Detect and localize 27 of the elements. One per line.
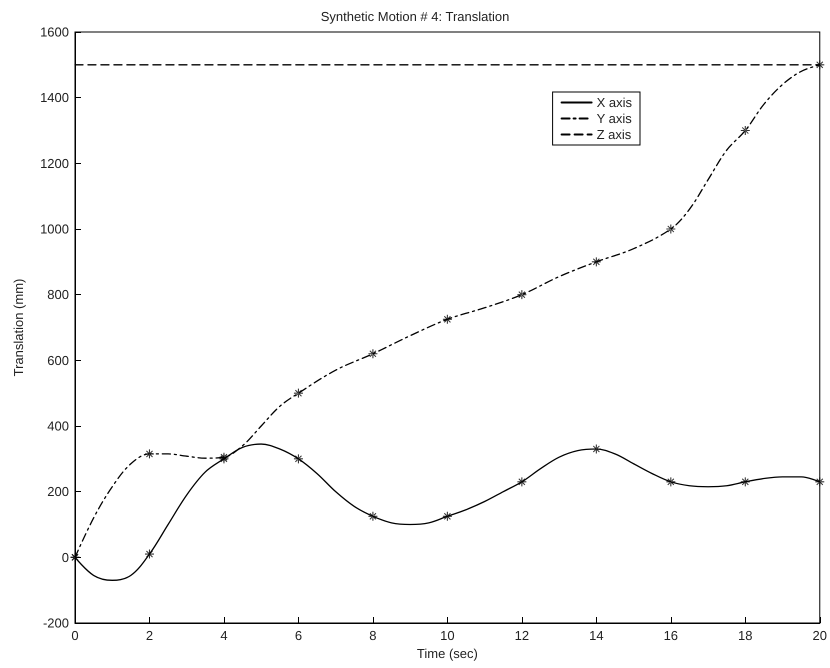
y-tick-label: -200 (42, 616, 69, 630)
y-tick-label: 200 (47, 484, 69, 500)
legend-label: X axis (596, 95, 632, 110)
legend-label: Z axis (596, 127, 632, 142)
x-tick-label: 4 (220, 628, 228, 643)
x-tick-label: 18 (738, 628, 753, 643)
x-tick-label: 8 (369, 628, 377, 643)
y-tick-label: 1400 (40, 90, 69, 106)
y-tick-label: 1200 (40, 156, 69, 171)
x-tick-label: 6 (294, 628, 302, 643)
y-tick-label: 1600 (40, 24, 69, 40)
y-tick-label: 800 (47, 287, 69, 302)
x-tick-label: 14 (589, 628, 604, 643)
y-tick-label: 1000 (40, 222, 69, 236)
y-axis-title: Translation (mm) (11, 278, 26, 376)
x-tick-label: 12 (514, 628, 530, 643)
x-tick-label: 16 (664, 628, 678, 643)
legend-label: Y axis (596, 111, 632, 126)
x-axis-title: Time (sec) (416, 646, 478, 661)
x-tick-label: 0 (71, 628, 79, 643)
chart-title: Synthetic Motion # 4: Translation (320, 9, 510, 24)
x-tick-label: 10 (440, 628, 455, 643)
x-tick-label: 20 (812, 628, 828, 643)
y-tick-label: 600 (47, 352, 69, 368)
y-tick-label: 0 (62, 550, 69, 565)
y-tick-label: 400 (47, 418, 69, 434)
x-tick-label: 2 (146, 628, 154, 643)
